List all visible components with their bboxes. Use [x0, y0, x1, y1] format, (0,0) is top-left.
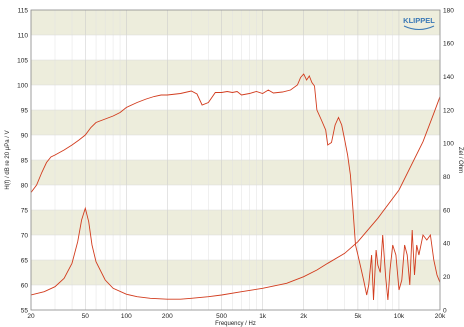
left-y-tick-label: 110 — [18, 32, 29, 39]
right-y-tick-label: 180 — [443, 7, 454, 14]
x-tick-label: 10k — [394, 313, 405, 320]
impedance-line — [31, 96, 440, 300]
band — [31, 210, 440, 235]
x-tick-label: 2k — [300, 313, 308, 320]
series-lines — [31, 73, 440, 301]
left-y-tick-label: 65 — [21, 257, 29, 264]
right-y-tick-label: 80 — [443, 174, 451, 181]
left-y-tick-label: 75 — [21, 207, 29, 214]
right-y-tick-label: 100 — [443, 141, 454, 148]
right-y-tick-label: 0 — [443, 307, 447, 314]
left-y-tick-label: 90 — [21, 132, 29, 139]
right-y-axis-label: Zel / Ohm — [457, 147, 463, 173]
left-y-tick-label: 100 — [17, 82, 28, 89]
left-y-tick-label: 80 — [21, 182, 29, 189]
x-tick-label: 20 — [27, 313, 35, 320]
logo-arc-icon — [403, 25, 435, 30]
right-y-tick-label: 60 — [443, 207, 451, 214]
left-y-tick-label: 55 — [21, 307, 29, 314]
left-y-tick-label: 95 — [21, 107, 29, 114]
klippel-logo: KLIPPEL — [403, 16, 435, 30]
x-tick-label: 500 — [216, 313, 227, 320]
left-y-tick-label: 115 — [18, 7, 29, 14]
x-tick-label: 50 — [82, 313, 90, 320]
left-y-tick-label: 105 — [17, 57, 28, 64]
x-tick-label: 5k — [354, 313, 362, 320]
plot-frame — [30, 9, 441, 311]
band — [31, 60, 440, 85]
x-axis-label: Frequency / Hz — [215, 321, 256, 327]
right-y-tick-label: 20 — [443, 274, 451, 281]
spl-response-line — [31, 73, 440, 301]
logo-text: KLIPPEL — [403, 16, 435, 25]
band — [31, 110, 440, 135]
left-y-tick-label: 85 — [21, 157, 29, 164]
band — [31, 160, 440, 185]
left-y-tick-label: 60 — [21, 282, 29, 289]
left-y-axis-label: H(f) / dB re 20 μPa / V — [5, 130, 11, 189]
x-tick-label: 1k — [259, 313, 267, 320]
right-y-tick-label: 160 — [443, 41, 454, 48]
axis-ticks: 20 50 100 200 500 1k 2k 5k 10k 20k556065707580859… — [17, 7, 454, 320]
left-y-tick-label: 70 — [21, 232, 29, 239]
x-tick-label: 100 — [121, 313, 132, 320]
right-y-tick-label: 140 — [443, 74, 454, 81]
x-tick-label: 20k — [435, 313, 446, 320]
plot-background-bands — [31, 10, 440, 285]
x-tick-label: 200 — [162, 313, 173, 320]
band — [31, 260, 440, 285]
right-y-tick-label: 120 — [443, 107, 454, 114]
band — [31, 10, 440, 35]
right-y-tick-label: 40 — [443, 241, 451, 248]
